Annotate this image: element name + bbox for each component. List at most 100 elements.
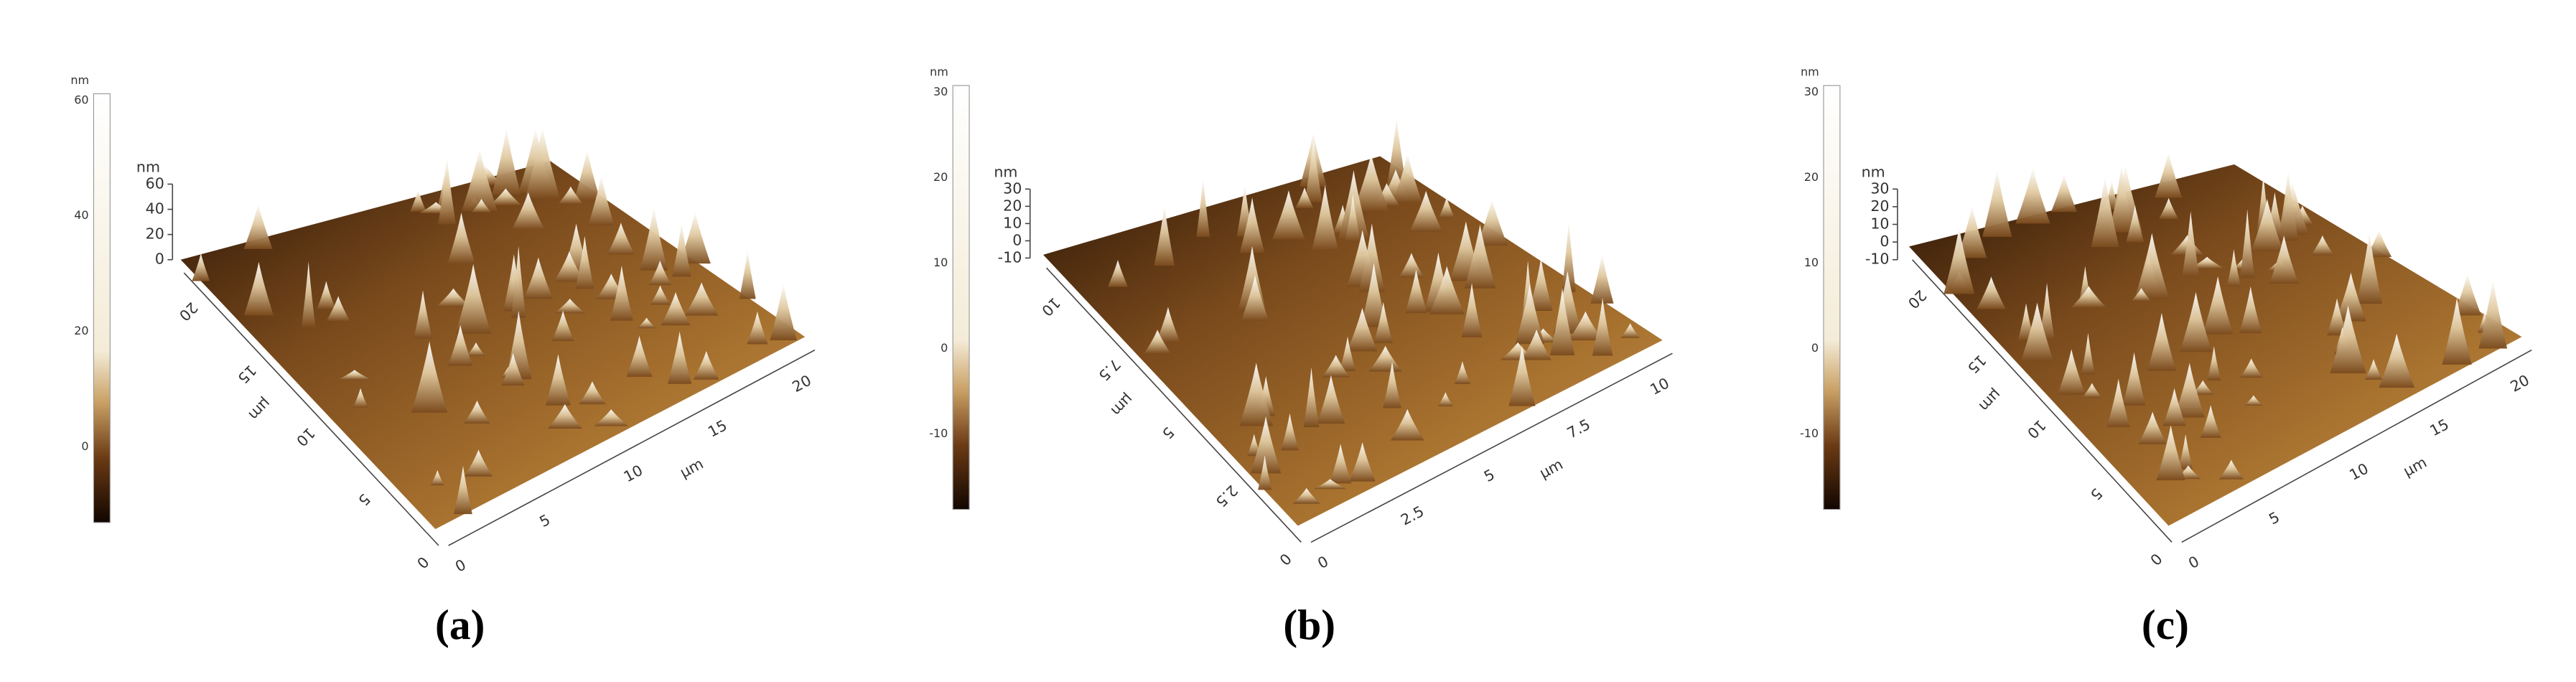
surface-peak: [243, 261, 274, 316]
surface-peak: [243, 203, 273, 249]
surface-peak: [575, 235, 594, 289]
surface-peak: [1429, 266, 1465, 314]
surface-peak: [431, 470, 444, 486]
surface-peak: [2015, 167, 2050, 224]
surface-peak: [2178, 434, 2193, 470]
surface-peak: [684, 282, 719, 316]
surface-peak: [637, 317, 656, 329]
surface-peak: [2020, 302, 2054, 362]
surface-peak: [648, 261, 671, 286]
z-tick-label: 0: [1880, 233, 1889, 250]
z-tick-label: -10: [998, 248, 1022, 266]
colorbar-tick-label: 0: [81, 439, 88, 453]
surface-peak: [2155, 152, 2183, 198]
surface-peak: [192, 253, 210, 281]
surface-peak: [1438, 197, 1455, 218]
surface-peak: [1592, 297, 1613, 356]
colorbar-unit: nm: [930, 65, 948, 78]
x-tick-label: 0: [1315, 553, 1331, 572]
colorbar-tick-label: 30: [1804, 85, 1819, 98]
colorbar-tick-label: 20: [74, 324, 88, 337]
x-tick-label: 15: [2427, 416, 2451, 439]
surface-peak: [1241, 275, 1269, 322]
surface-peak: [455, 263, 491, 334]
colorbar-unit: nm: [70, 73, 89, 87]
surface-peak: [1154, 205, 1175, 266]
y-tick-label: 10: [2024, 416, 2049, 442]
surface-peak: [626, 335, 653, 377]
surface-peak: [1196, 177, 1210, 237]
surface-peak: [1361, 262, 1387, 327]
surface-peak: [610, 265, 633, 321]
surface-peak: [1590, 253, 1614, 304]
surface-peak: [1529, 258, 1553, 312]
surface-peak: [1405, 269, 1427, 314]
y-tick-label: 5: [355, 490, 373, 509]
x-axis-unit: µm: [677, 455, 706, 482]
surface-peak: [547, 403, 582, 429]
surface-peak: [1312, 184, 1339, 251]
surface-peak: [464, 400, 490, 424]
afm-panel: nm6040200nm604020005101520µm05101520µm(a…: [70, 73, 816, 648]
surface-peak: [1943, 227, 1975, 294]
surface-peak: [679, 211, 711, 264]
afm-panel: nm3020100-10nm3020100-1002.557.510µm02.5…: [929, 65, 1673, 648]
z-tick-label: 30: [1870, 179, 1889, 197]
surface-peak: [2330, 305, 2366, 373]
z-tick-label: 20: [1003, 197, 1022, 214]
surface-peak: [2081, 332, 2095, 375]
colorbar-tick-label: 10: [933, 256, 948, 269]
surface-peak: [448, 324, 473, 366]
x-tick-label: 0: [2185, 553, 2202, 572]
z-axis-unit: nm: [1862, 163, 1885, 180]
z-tick-label: 0: [1012, 231, 1022, 248]
surface-peak: [640, 206, 668, 271]
z-tick-label: 30: [1003, 179, 1022, 197]
surface-peak: [1250, 416, 1282, 474]
surface-peak: [770, 282, 797, 340]
surface-peak: [1368, 345, 1402, 372]
surface-peak: [1464, 224, 1496, 289]
y-tick-label: 0: [414, 553, 432, 571]
surface-peak: [1349, 442, 1376, 482]
surface-peak: [2239, 286, 2262, 334]
surface-peak: [554, 299, 586, 314]
surface-peak: [1345, 194, 1361, 242]
y-tick-label: 15: [234, 362, 259, 387]
surface-peak: [1281, 413, 1299, 451]
y-tick-label: 5: [1159, 424, 1177, 442]
surface-peak: [1272, 190, 1305, 240]
x-tick-label: 20: [789, 372, 813, 396]
surface-peak: [1390, 408, 1424, 441]
surface-peak: [1476, 199, 1508, 246]
surface-peak: [2277, 169, 2299, 241]
x-axis: [1310, 352, 1673, 543]
surface: [180, 161, 806, 530]
surface-peak: [2326, 298, 2348, 336]
x-tick-label: 15: [705, 416, 729, 440]
panel-label: (b): [1283, 601, 1335, 648]
surface-peak: [462, 148, 498, 212]
surface-peak: [1957, 205, 1987, 258]
z-tick-label: 40: [146, 200, 164, 218]
surface-peak: [1399, 253, 1424, 278]
afm-panel: nm3020100-10nm3020100-1005101520µm051015…: [1800, 65, 2532, 648]
x-axis: [448, 349, 816, 546]
x-tick-label: 5: [536, 511, 553, 531]
surface-peak: [1347, 307, 1378, 352]
surface-peak: [2379, 333, 2415, 388]
surface-peak: [2207, 346, 2221, 380]
surface-peak: [588, 175, 615, 226]
surface-peak: [558, 186, 584, 205]
surface-peak: [2162, 388, 2186, 426]
surface-peak: [353, 388, 368, 408]
surface-peak: [2091, 176, 2119, 248]
y-tick-label: 5: [2087, 485, 2106, 503]
surface-peak: [2057, 349, 2086, 395]
surface-peak: [739, 249, 756, 299]
surface-peak: [594, 409, 629, 426]
surface-peak: [2182, 211, 2200, 277]
surface-peak: [1292, 487, 1321, 504]
surface-peak: [1144, 330, 1171, 354]
colorbar-tick-label: 60: [74, 93, 88, 106]
